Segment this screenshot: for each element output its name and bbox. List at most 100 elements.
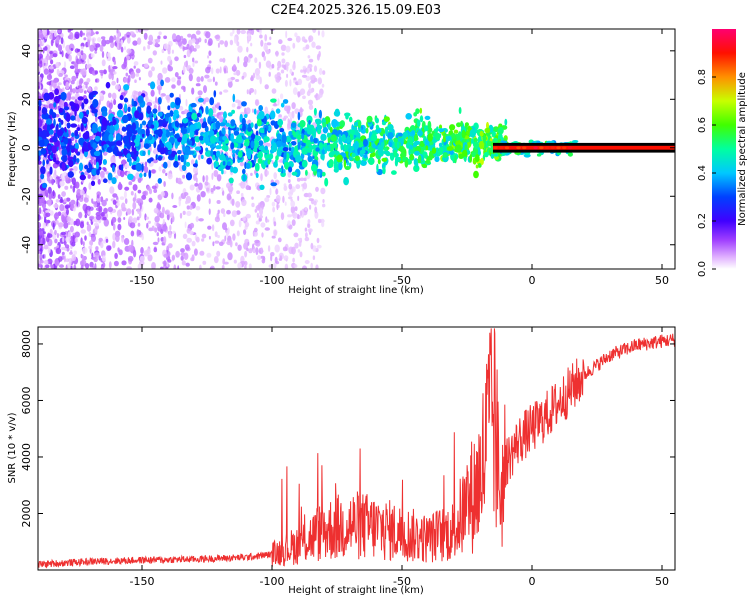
heatmap-cell [195,129,199,136]
heatmap-cell [194,146,202,151]
heatmap-cell [380,141,385,147]
heatmap-cell [371,133,378,142]
heatmap-cell [318,78,322,85]
heatmap-cell [56,68,60,76]
heatmap-cell [252,108,254,114]
heatmap-cell [451,133,456,140]
heatmap-cell [49,210,54,216]
heatmap-cell [262,148,270,154]
heatmap-cell [78,88,84,94]
heatmap-cell [91,201,98,205]
heatmap-cell [77,60,82,65]
heatmap-cell [208,38,213,46]
heatmap-cell [74,181,80,189]
heatmap-cell [247,33,251,37]
heatmap-cell [478,140,486,149]
heatmap-cell [144,161,148,167]
heatmap-cell [289,68,293,74]
heatmap-cell [147,57,153,64]
heatmap-cell [294,32,298,38]
heatmap-cell [214,240,220,244]
heatmap-cell [112,119,117,126]
heatmap-cell [287,214,292,218]
heatmap-cell [142,191,147,196]
heatmap-cell [250,75,254,81]
heatmap-cell [103,168,107,172]
heatmap-cell [235,127,240,132]
heatmap-cell [296,177,301,182]
heatmap-cell [133,249,137,258]
heatmap-cell [226,182,231,189]
heatmap-cell [89,98,92,104]
heatmap-cell [97,178,101,185]
heatmap-cell [143,32,148,40]
heatmap-cell [86,64,90,69]
heatmap-cell [38,207,42,215]
heatmap-cell [438,128,445,133]
heatmap-cell [112,240,116,249]
heatmap-cell [313,200,317,206]
heatmap-cell [92,38,95,47]
heatmap-cell [105,39,111,45]
heatmap-cell [86,109,90,115]
heatmap-cell [208,235,211,240]
heatmap-cell [59,180,65,187]
heatmap-cell [271,143,278,153]
heatmap-cell [261,204,264,209]
heatmap-cell [298,240,302,247]
heatmap-cell [143,250,149,257]
heatmap-cell [141,163,144,172]
heatmap-cell [462,149,468,157]
heatmap-cell [108,125,115,135]
heatmap-cell [99,111,102,116]
heatmap-cell [38,30,43,38]
heatmap-cell [212,118,218,123]
heatmap-cell [80,229,87,234]
heatmap-cell [91,252,94,258]
heatmap-cell [425,145,428,151]
heatmap-cell [153,188,158,193]
heatmap-cell [230,119,236,127]
heatmap-cell [365,127,369,134]
heatmap-cell [304,206,308,211]
heatmap-cell [60,37,64,45]
heatmap-cell [366,115,373,123]
heatmap-cell [253,108,257,115]
heatmap-cell [92,142,97,149]
heatmap-cell [191,112,198,121]
heatmap-cell [297,91,301,98]
heatmap-cell [266,219,270,223]
heatmap-cell [316,171,321,178]
colorbar-tick-label: 0.2 [697,213,708,229]
heatmap-cell [47,199,52,207]
heatmap-cell [290,122,297,128]
x-tick-label: 50 [655,274,669,287]
heatmap-cell [268,153,274,160]
heatmap-cell [190,159,195,165]
heatmap-cell [63,137,69,145]
heatmap-cell [189,230,194,236]
heatmap-cell [96,161,99,170]
heatmap-cell [415,159,419,169]
heatmap-cell [186,205,191,210]
heatmap-cell [224,235,227,242]
heatmap-cell [57,29,61,34]
heatmap-cell [167,65,173,72]
heatmap-cell [58,222,64,228]
heatmap-cell [91,234,96,242]
heatmap-cell [217,42,220,48]
heatmap-cell [295,35,301,43]
heatmap-cell [198,135,204,141]
heatmap-cell [491,130,496,138]
heatmap-cell [139,123,143,129]
heatmap-cell [204,136,210,145]
heatmap-cell [112,66,118,70]
heatmap-cell [172,230,176,235]
heatmap-cell [215,145,222,150]
x-tick-label: 50 [655,575,669,588]
heatmap-cell [195,216,199,223]
heatmap-cell [174,120,179,127]
heatmap-cell [338,136,343,145]
heatmap-cell [54,229,57,235]
heatmap-cell [101,39,107,47]
